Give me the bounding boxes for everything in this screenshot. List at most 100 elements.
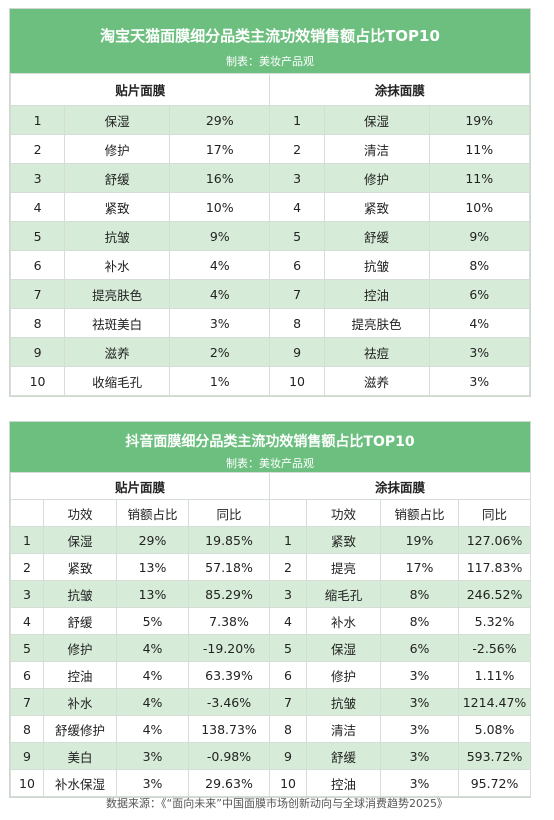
douyin-left-header: 贴片面膜 <box>9 472 271 500</box>
douyin-cell-rank: 9 <box>10 742 44 770</box>
douyin-cell-r-rank: 5 <box>269 634 308 662</box>
douyin-table-row: 2 紧致 13% 57.18% 2 提亮 17% 117.83% <box>10 553 532 581</box>
douyin-cell-r-share: 8% <box>380 607 460 635</box>
tmall-cell-r-name: 抗皱 <box>323 250 430 280</box>
tmall-table-row: 9 滋养 2% 9 祛痘 3% <box>9 337 531 367</box>
douyin-cell-r-yoy: 95.72% <box>458 769 532 797</box>
tmall-cell-r-name: 控油 <box>323 279 430 309</box>
data-source-note: 数据来源：《“面向未来”中国面膜市场创新动向与全球消费趋势2025》 <box>106 797 448 810</box>
tmall-cell-l-name: 修护 <box>64 134 171 164</box>
tmall-cell-r-name: 保湿 <box>323 105 430 135</box>
tmall-table-row: 10 收缩毛孔 1% 10 滋养 3% <box>9 366 531 396</box>
tmall-left-header: 贴片面膜 <box>9 73 271 106</box>
douyin-table-row: 6 控油 4% 63.39% 6 修护 3% 1.11% <box>10 661 532 689</box>
douyin-cell-r-share: 6% <box>380 634 460 662</box>
douyin-cell-l-yoy: 138.73% <box>187 715 271 743</box>
tmall-cell-r-name: 修护 <box>323 163 430 193</box>
tmall-cell-rank: 4 <box>9 192 66 222</box>
tmall-table-row: 3 舒缓 16% 3 修护 11% <box>9 163 531 193</box>
tmall-cell-rank: 1 <box>9 105 66 135</box>
tmall-cell-r-name: 紧致 <box>323 192 430 222</box>
tmall-cell-r-rank: 10 <box>269 366 325 396</box>
douyin-cell-r-name: 控油 <box>306 769 382 797</box>
douyin-cell-rank: 7 <box>10 688 44 716</box>
douyin-table-row: 9 美白 3% -0.98% 9 舒缓 3% 593.72% <box>10 742 532 770</box>
douyin-cell-l-yoy: 57.18% <box>187 553 271 581</box>
douyin-cell-r-name: 清洁 <box>306 715 382 743</box>
tmall-cell-l-share: 16% <box>169 163 271 193</box>
tmall-cell-r-rank: 7 <box>269 279 325 309</box>
tmall-cell-r-share: 19% <box>428 105 531 135</box>
douyin-cell-l-name: 舒缓修护 <box>43 715 117 743</box>
douyin-cell-r-name: 抗皱 <box>306 688 382 716</box>
douyin-cell-l-name: 抗皱 <box>43 580 117 608</box>
tmall-cell-rank: 10 <box>9 366 66 396</box>
douyin-cell-l-yoy: -0.98% <box>187 742 271 770</box>
douyin-cell-r-share: 17% <box>380 553 460 581</box>
douyin-cell-r-name: 舒缓 <box>306 742 382 770</box>
douyin-table-block: 抖音面膜细分品类主流功效销售额占比TOP10 制表：美妆产品观 贴片面膜 涂抹面… <box>9 421 532 798</box>
douyin-cell-l-share: 4% <box>116 661 189 689</box>
douyin-cell-r-name: 保湿 <box>306 634 382 662</box>
douyin-right-header: 涂抹面膜 <box>269 472 532 500</box>
douyin-table-title: 抖音面膜细分品类主流功效销售额占比TOP10 <box>125 434 415 450</box>
tmall-cell-r-share: 9% <box>428 221 531 251</box>
douyin-table-row: 8 舒缓修护 4% 138.73% 8 清洁 3% 5.08% <box>10 715 532 743</box>
douyin-cell-r-share: 3% <box>380 742 460 770</box>
tmall-cell-l-name: 抗皱 <box>64 221 171 251</box>
douyin-cell-r-share: 8% <box>380 580 460 608</box>
douyin-cell-r-yoy: 1.11% <box>458 661 532 689</box>
douyin-table: 贴片面膜 涂抹面膜 功效 销额占比 同比 功效 销额占比 同比 1 保湿 29% 19… <box>9 472 532 797</box>
douyin-cell-l-share: 4% <box>116 688 189 716</box>
douyin-table-row: 7 补水 4% -3.46% 7 抗皱 3% 1214.47% <box>10 688 532 716</box>
tmall-cell-l-share: 4% <box>169 279 271 309</box>
douyin-cell-l-name: 控油 <box>43 661 117 689</box>
tmall-cell-r-rank: 9 <box>269 337 325 367</box>
douyin-cell-rank: 10 <box>10 769 44 797</box>
douyin-cell-r-name: 紧致 <box>306 526 382 554</box>
douyin-cell-l-share: 3% <box>116 769 189 797</box>
tmall-cell-l-share: 3% <box>169 308 271 338</box>
douyin-cell-l-name: 美白 <box>43 742 117 770</box>
douyin-cell-rank: 8 <box>10 715 44 743</box>
douyin-left-effect-header: 功效 <box>43 499 117 527</box>
douyin-cell-l-yoy: -19.20% <box>187 634 271 662</box>
tmall-cell-r-share: 8% <box>428 250 531 280</box>
douyin-cell-r-share: 3% <box>380 688 460 716</box>
tmall-table-title: 淘宝天猫面膜细分品类主流功效销售额占比TOP10 <box>100 27 440 45</box>
tmall-table-row: 7 提亮肤色 4% 7 控油 6% <box>9 279 531 309</box>
douyin-right-share-header: 销额占比 <box>380 499 460 527</box>
tmall-table-row: 6 补水 4% 6 抗皱 8% <box>9 250 531 280</box>
tmall-cell-rank: 9 <box>9 337 66 367</box>
douyin-cell-r-yoy: 5.08% <box>458 715 532 743</box>
tmall-cell-l-name: 紧致 <box>64 192 171 222</box>
tmall-cell-r-share: 3% <box>428 366 531 396</box>
douyin-cell-l-name: 保湿 <box>43 526 117 554</box>
tmall-cell-r-name: 清洁 <box>323 134 430 164</box>
douyin-cell-rank: 1 <box>10 526 44 554</box>
douyin-cell-l-share: 13% <box>116 553 189 581</box>
douyin-cell-rank: 5 <box>10 634 44 662</box>
douyin-cell-r-rank: 10 <box>269 769 308 797</box>
douyin-cell-r-share: 3% <box>380 661 460 689</box>
tmall-cell-rank: 3 <box>9 163 66 193</box>
douyin-cell-l-share: 29% <box>116 526 189 554</box>
tmall-cell-r-name: 提亮肤色 <box>323 308 430 338</box>
douyin-cell-r-rank: 4 <box>269 607 308 635</box>
douyin-table-row: 10 补水保湿 3% 29.63% 10 控油 3% 95.72% <box>10 769 532 797</box>
tmall-cell-r-rank: 1 <box>269 105 325 135</box>
tmall-table-row: 2 修护 17% 2 清洁 11% <box>9 134 531 164</box>
douyin-left-share-header: 销额占比 <box>116 499 189 527</box>
tmall-cell-r-rank: 2 <box>269 134 325 164</box>
tmall-cell-l-share: 1% <box>169 366 271 396</box>
tmall-cell-l-name: 补水 <box>64 250 171 280</box>
tmall-cell-l-share: 29% <box>169 105 271 135</box>
tmall-table-row: 4 紧致 10% 4 紧致 10% <box>9 192 531 222</box>
tmall-cell-rank: 5 <box>9 221 66 251</box>
douyin-table-header: 抖音面膜细分品类主流功效销售额占比TOP10 制表：美妆产品观 <box>10 422 530 472</box>
tmall-right-header: 涂抹面膜 <box>269 73 530 106</box>
douyin-cell-l-name: 紧致 <box>43 553 117 581</box>
tmall-table-subtitle: 制表：美妆产品观 <box>226 55 314 68</box>
douyin-cell-r-name: 缩毛孔 <box>306 580 382 608</box>
douyin-cell-r-rank: 2 <box>269 553 308 581</box>
